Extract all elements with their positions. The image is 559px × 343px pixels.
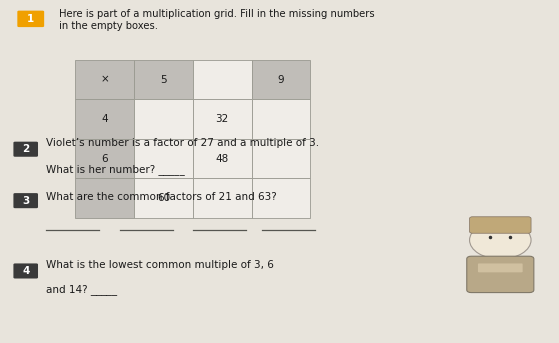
Bar	[252, 60, 310, 99]
Bar	[134, 60, 193, 99]
Text: 6: 6	[102, 154, 108, 164]
Text: 3: 3	[22, 196, 29, 206]
FancyBboxPatch shape	[470, 217, 531, 233]
FancyBboxPatch shape	[467, 256, 534, 293]
Bar	[134, 178, 193, 218]
Bar	[134, 99, 193, 139]
Bar	[252, 139, 310, 178]
Text: and 14? _____: and 14? _____	[46, 284, 117, 295]
Text: What is the lowest common multiple of 3, 6: What is the lowest common multiple of 3,…	[46, 260, 274, 270]
Bar	[193, 99, 252, 139]
Text: 32: 32	[216, 114, 229, 124]
FancyBboxPatch shape	[13, 263, 38, 279]
Text: What is her number? _____: What is her number? _____	[46, 164, 184, 175]
Text: ×: ×	[101, 75, 109, 85]
Bar	[252, 99, 310, 139]
Bar	[75, 139, 134, 178]
FancyBboxPatch shape	[13, 193, 38, 208]
Text: 5: 5	[160, 75, 167, 85]
Bar	[75, 60, 134, 99]
Bar	[193, 139, 252, 178]
Text: 60: 60	[157, 193, 170, 203]
Bar	[252, 178, 310, 218]
Text: 1: 1	[27, 14, 34, 24]
Bar	[134, 139, 193, 178]
Bar	[75, 178, 134, 218]
Text: What are the common factors of 21 and 63?: What are the common factors of 21 and 63…	[46, 192, 277, 202]
Bar	[193, 178, 252, 218]
FancyBboxPatch shape	[478, 263, 523, 272]
Text: 4: 4	[22, 266, 30, 276]
FancyBboxPatch shape	[17, 11, 44, 27]
Bar	[193, 60, 252, 99]
Circle shape	[470, 221, 531, 259]
Text: 9: 9	[278, 75, 284, 85]
Text: 2: 2	[22, 144, 29, 154]
FancyBboxPatch shape	[13, 142, 38, 157]
Bar	[75, 99, 134, 139]
Text: 48: 48	[216, 154, 229, 164]
Text: 4: 4	[102, 114, 108, 124]
Text: Violet’s number is a factor of 27 and a multiple of 3.: Violet’s number is a factor of 27 and a …	[46, 138, 319, 148]
Text: in the empty boxes.: in the empty boxes.	[59, 21, 158, 31]
Text: Here is part of a multiplication grid. Fill in the missing numbers: Here is part of a multiplication grid. F…	[59, 9, 375, 19]
